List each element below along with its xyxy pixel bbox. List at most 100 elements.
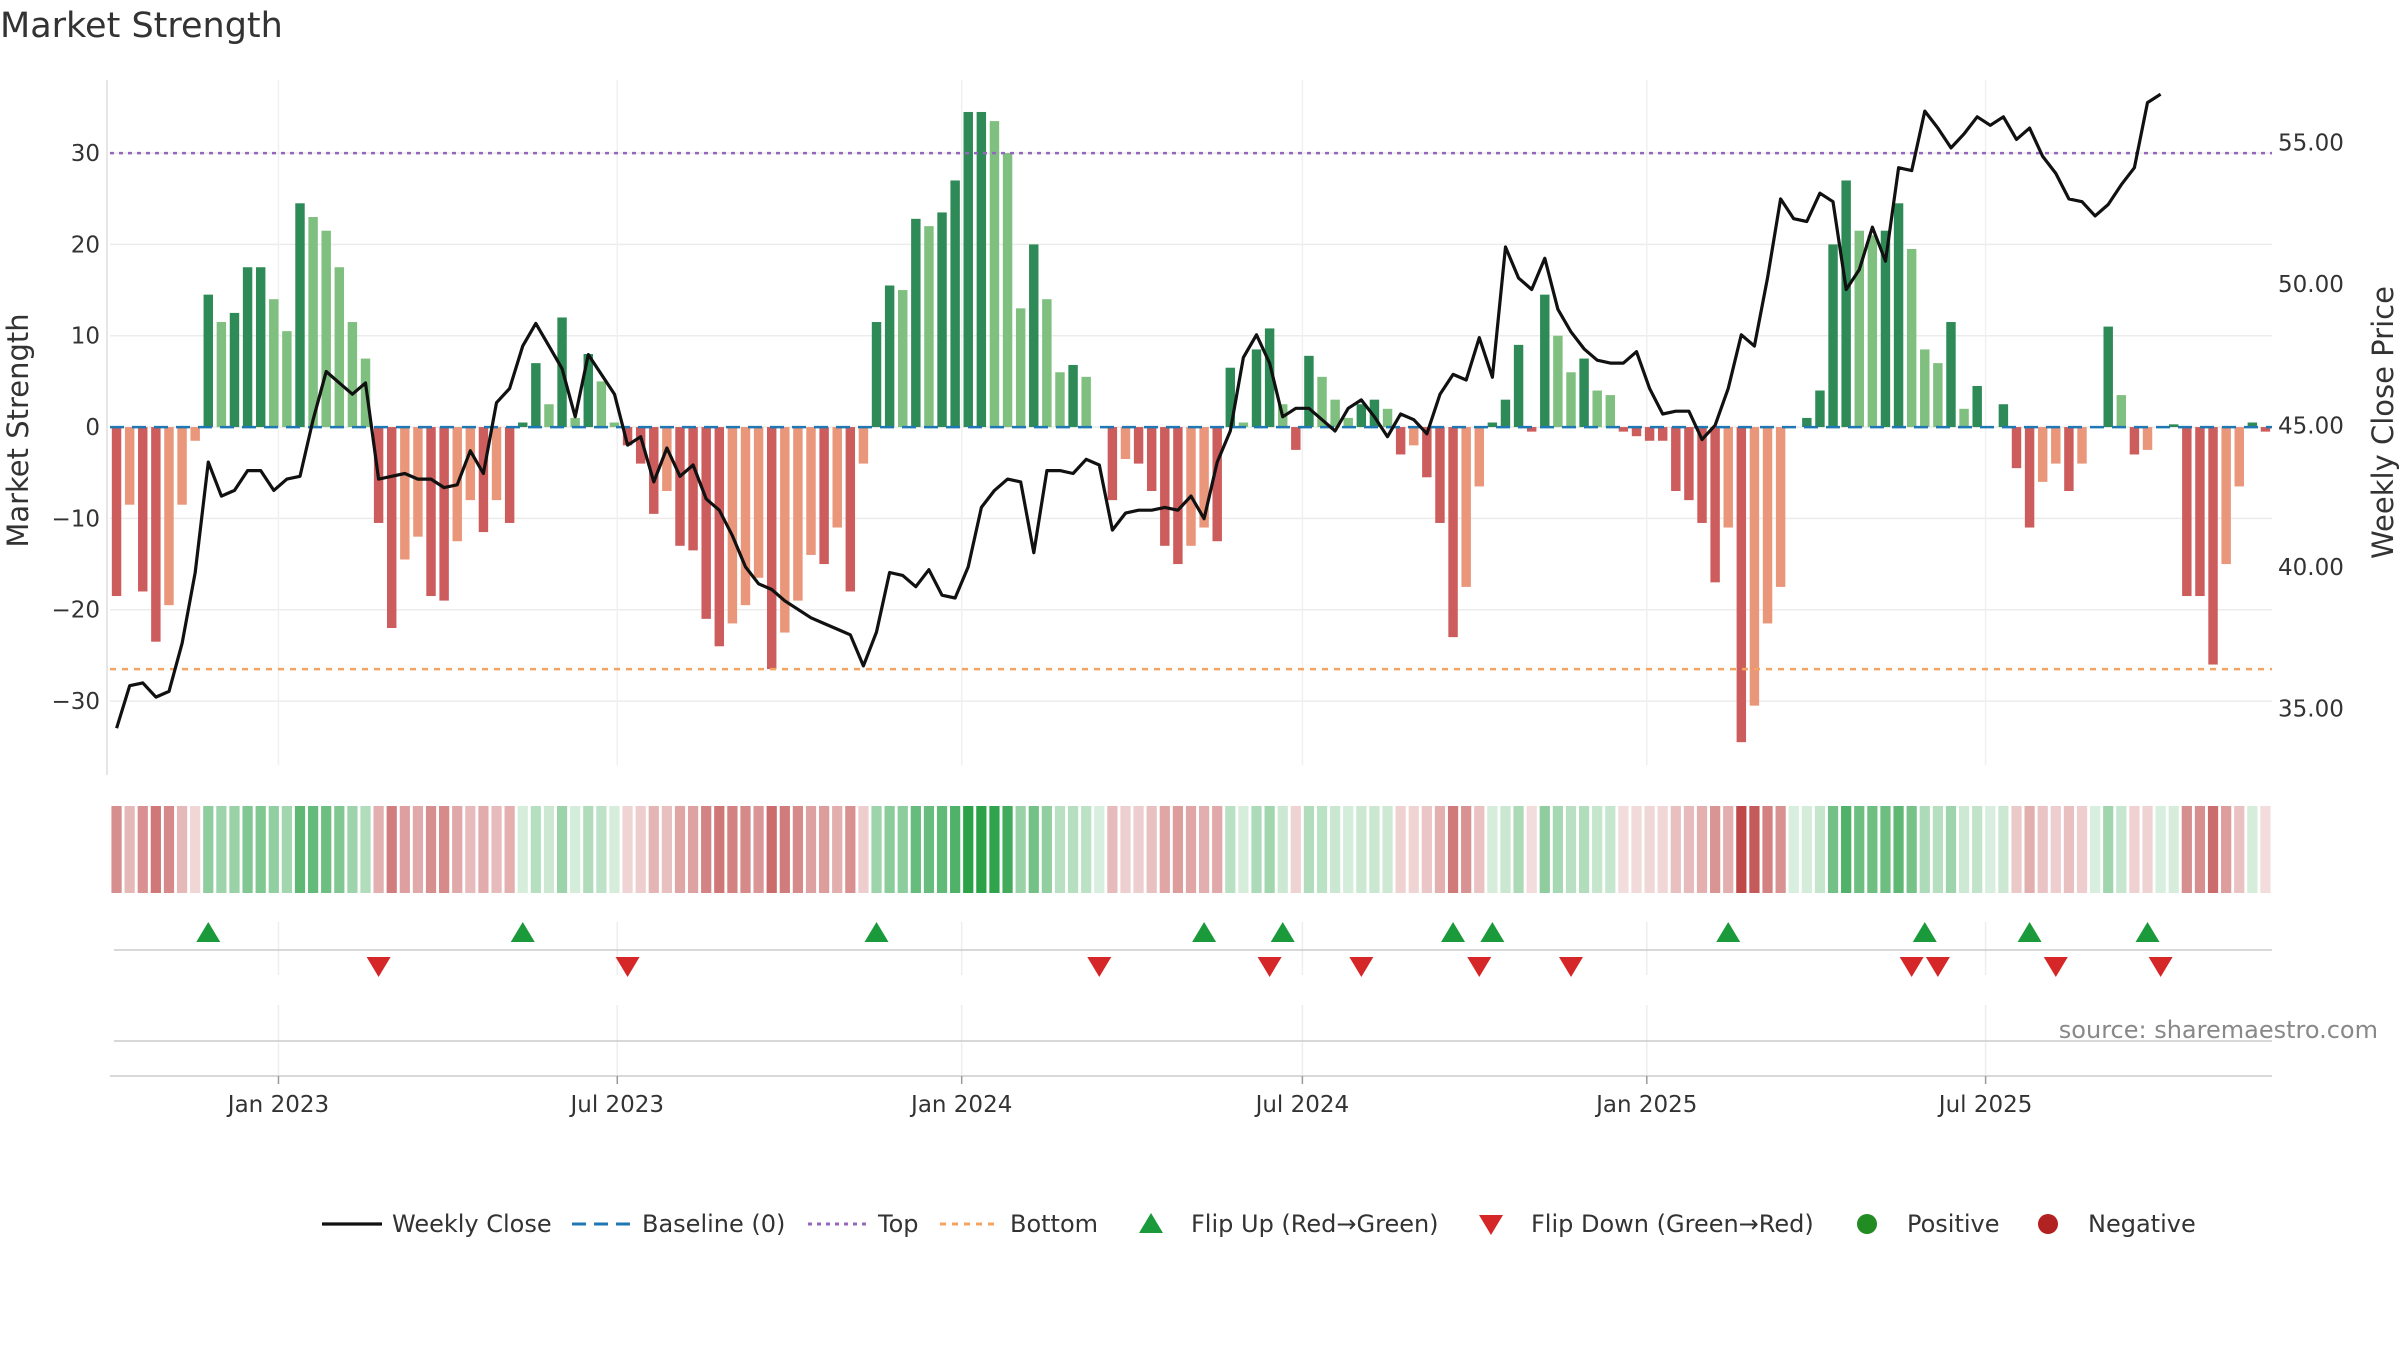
strength-bar bbox=[1225, 367, 1236, 428]
flip-up-marker bbox=[1192, 922, 1217, 942]
strength-bar bbox=[1474, 427, 1484, 487]
strength-bar bbox=[282, 331, 292, 428]
heat-cell bbox=[307, 806, 319, 893]
heat-cell bbox=[792, 806, 804, 893]
heat-cell bbox=[203, 806, 214, 893]
strength-bar bbox=[701, 427, 711, 619]
strength-bar bbox=[334, 267, 345, 428]
heat-cell bbox=[871, 806, 882, 893]
strength-bar bbox=[911, 218, 921, 428]
y-tick-label-right: 50.00 bbox=[2278, 272, 2344, 298]
heat-cell bbox=[635, 806, 646, 893]
y-tick-label-left: 20 bbox=[71, 232, 100, 258]
heat-cell bbox=[255, 806, 266, 893]
flip-down-marker bbox=[1899, 957, 1924, 977]
heat-cell bbox=[596, 806, 607, 893]
y-tick-label-right: 55.00 bbox=[2278, 130, 2344, 156]
strength-bar bbox=[1317, 376, 1327, 428]
heat-cell bbox=[2103, 806, 2114, 893]
heat-cell bbox=[1277, 806, 1288, 893]
strength-bar bbox=[924, 226, 934, 428]
heat-cell bbox=[2024, 806, 2035, 893]
strength-bar bbox=[491, 427, 502, 501]
flip-down-marker bbox=[1467, 957, 1492, 977]
strength-bar bbox=[2129, 427, 2140, 455]
heat-cell bbox=[190, 806, 201, 893]
heat-cell bbox=[1461, 806, 1472, 893]
heat-cell bbox=[176, 806, 188, 893]
strength-bar bbox=[1697, 427, 1707, 523]
strength-bar bbox=[1356, 404, 1367, 428]
heat-cell bbox=[819, 806, 830, 893]
strength-bar bbox=[963, 111, 973, 428]
x-tick-label: Jul 2024 bbox=[1254, 1092, 1350, 1118]
legend-item: Weekly Close bbox=[322, 1210, 552, 1238]
heat-cell bbox=[1421, 806, 1432, 893]
heat-cell bbox=[687, 806, 699, 893]
strength-bar bbox=[1264, 328, 1275, 428]
legend-label: Flip Down (Green→Red) bbox=[1531, 1210, 1814, 1238]
heat-cell bbox=[1893, 806, 1904, 893]
heat-cell bbox=[2194, 806, 2206, 893]
strength-bar bbox=[1592, 390, 1602, 428]
strength-bar bbox=[1880, 230, 1891, 428]
strength-bar bbox=[347, 322, 358, 428]
legend-item: Flip Up (Red→Green) bbox=[1139, 1210, 1439, 1238]
heat-cell bbox=[530, 806, 541, 893]
heat-cell bbox=[2168, 806, 2179, 893]
strength-bar bbox=[2077, 427, 2087, 464]
strength-bar bbox=[504, 427, 515, 523]
source-annotation: source: sharemaestro.com bbox=[2059, 1016, 2378, 1044]
strength-bar bbox=[2051, 427, 2061, 464]
strength-bar bbox=[1526, 427, 1537, 432]
chart-title: Market Strength bbox=[0, 6, 283, 46]
heat-cell bbox=[1526, 806, 1537, 893]
heat-cell bbox=[845, 806, 856, 893]
heat-cell bbox=[229, 806, 240, 893]
heat-cell bbox=[910, 806, 921, 893]
heat-cell bbox=[1081, 806, 1092, 893]
strength-bar bbox=[1291, 427, 1301, 450]
heat-cell bbox=[858, 806, 869, 893]
heat-cell bbox=[1041, 806, 1052, 893]
heat-cell bbox=[491, 806, 502, 893]
strength-bar bbox=[2182, 427, 2192, 597]
heat-cell bbox=[268, 806, 279, 893]
heat-cell bbox=[281, 806, 293, 893]
heat-cell bbox=[661, 806, 672, 893]
strength-bar bbox=[1382, 408, 1393, 428]
heat-cell bbox=[150, 806, 161, 893]
heat-cell bbox=[1212, 806, 1223, 893]
legend: Weekly Close Baseline (0) Top Bottom Flip Up… bbox=[322, 1210, 2196, 1238]
heat-cell bbox=[1251, 806, 1262, 893]
strength-bar bbox=[1238, 422, 1249, 428]
heat-cell bbox=[779, 806, 790, 893]
heat-cell bbox=[242, 806, 253, 893]
strength-bar bbox=[386, 427, 397, 628]
flip-up-marker bbox=[1441, 922, 1466, 942]
y-tick-label-left: 30 bbox=[71, 141, 100, 167]
heat-cell bbox=[1972, 806, 1983, 893]
heat-cell bbox=[294, 806, 306, 893]
heat-cell bbox=[425, 806, 437, 893]
heat-cell bbox=[556, 806, 568, 893]
heat-cell bbox=[1775, 806, 1786, 893]
y-tick-label-right: 35.00 bbox=[2278, 696, 2344, 722]
strength-bar bbox=[229, 312, 240, 428]
strength-bar bbox=[845, 427, 856, 592]
heat-cell bbox=[1906, 806, 1917, 893]
flip-down-marker bbox=[1087, 957, 1112, 977]
flip-down-marker bbox=[615, 957, 640, 977]
strength-bar bbox=[1107, 427, 1118, 501]
strength-bar bbox=[1212, 427, 1222, 542]
strength-bar bbox=[164, 427, 174, 606]
legend-swatch bbox=[1139, 1213, 1163, 1233]
heat-cell bbox=[334, 806, 345, 893]
heat-cell bbox=[674, 806, 686, 893]
heat-cell bbox=[1133, 806, 1144, 893]
heat-cell bbox=[1487, 806, 1498, 893]
strength-bar bbox=[2260, 427, 2271, 432]
heat-cell bbox=[1395, 806, 1406, 893]
strength-bar bbox=[1579, 358, 1589, 428]
strength-bar bbox=[740, 427, 751, 606]
